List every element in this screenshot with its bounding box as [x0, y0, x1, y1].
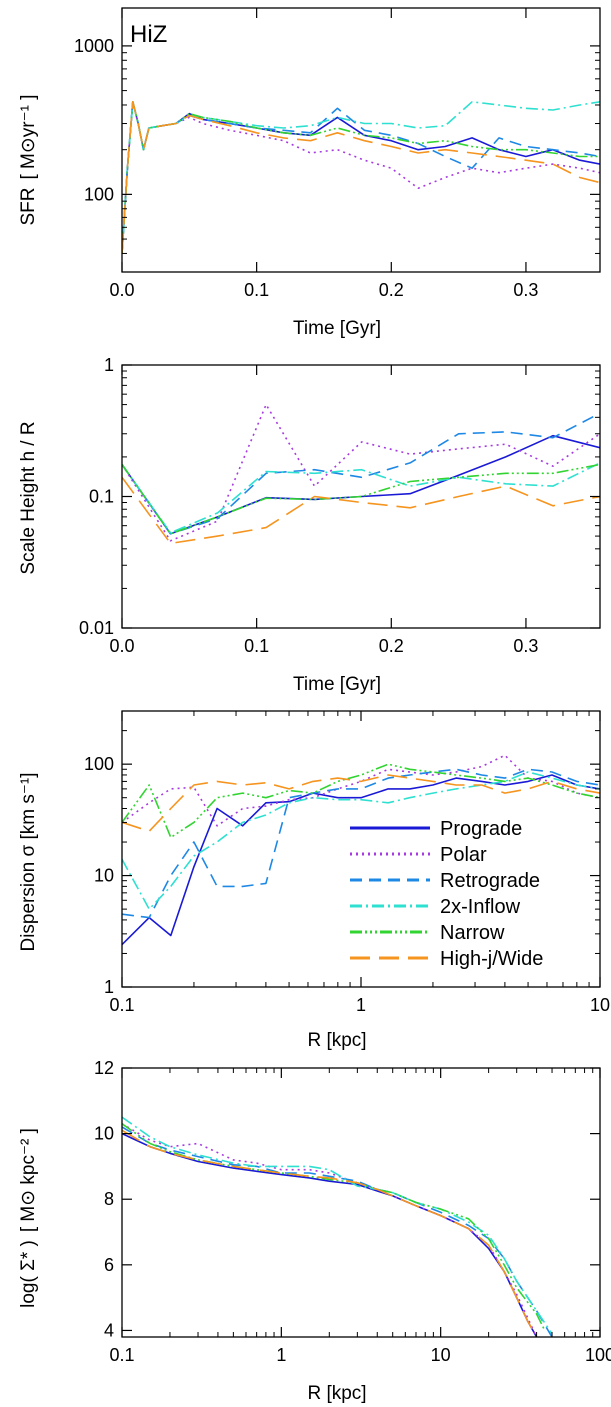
y-tick-label: 0.1 [89, 487, 114, 507]
x-tick-label: 1 [356, 995, 366, 1015]
dispersion-ylabel: Dispersion σ [km s⁻¹] [18, 772, 39, 951]
series-line-narrow [122, 463, 600, 535]
plot-frame [121, 710, 601, 988]
y-tick-label: 10 [94, 866, 114, 886]
series-line-highj_wide [122, 774, 600, 833]
legend-label-polar: Polar [440, 844, 487, 866]
x-tick-label: 1 [276, 1345, 286, 1365]
series-line-prograde [122, 101, 600, 254]
series-line-retrograde [122, 101, 600, 254]
y-tick-label: 10 [94, 1124, 114, 1144]
sfr-ylabel-unit: [ M⊙yr⁻¹ ] [18, 94, 39, 179]
series-line-inflow2x [122, 101, 600, 254]
y-tick-label: 8 [104, 1189, 114, 1209]
sfr-ylabel-main: SFR [18, 188, 39, 226]
plot-frame [121, 7, 601, 273]
surface-density-ylabel: log( Σ* ) [ M⊙ kpc⁻² ] [18, 1128, 39, 1308]
sfr-xlabel: Time [Gyr] [293, 318, 381, 339]
series-line-retrograde [122, 768, 600, 919]
legend-label-prograde: Prograde [440, 818, 522, 840]
scale-height-panel: Scale Height h / R Time [Gyr] 0.0 0.1 0.2 0… [18, 355, 601, 695]
series-line-polar [122, 403, 600, 542]
x-tick-label: 0.1 [244, 636, 269, 656]
scaleheight-ylabel: Scale Height h / R [18, 421, 39, 574]
series-line-inflow2x [122, 1116, 553, 1335]
series-line-narrow [122, 101, 600, 254]
legend-label-highj_wide: High-j/Wide [440, 948, 543, 970]
surface-density-panel: log( Σ* ) [ M⊙ kpc⁻² ] R [kpc] 0.1 1 10 100 4… [18, 1058, 611, 1404]
series-group [122, 754, 600, 946]
series-group [122, 403, 600, 545]
series-group [122, 1116, 553, 1337]
x-tick-label: 0.0 [109, 280, 134, 300]
x-tick-label: 0.1 [244, 280, 269, 300]
y-tick-label: 12 [94, 1058, 114, 1078]
legend-label-retrograde: Retrograde [440, 870, 540, 892]
sfr-ylabel: SFR [ M⊙yr⁻¹ ] [18, 94, 39, 225]
x-tick-label: 0.0 [109, 636, 134, 656]
x-tick-label: 0.1 [109, 995, 134, 1015]
series-line-polar [122, 101, 600, 254]
series-line-highj_wide [122, 1129, 538, 1337]
plot-frame [121, 1067, 601, 1338]
scaleheight-xlabel: Time [Gyr] [293, 674, 381, 695]
x-tick-label: 0.3 [513, 636, 538, 656]
legend-label-narrow: Narrow [440, 922, 505, 944]
series-line-prograde [122, 434, 600, 535]
y-tick-label: 100 [84, 184, 114, 204]
x-tick-label: 0.2 [379, 280, 404, 300]
series-line-inflow2x [122, 771, 600, 910]
x-tick-label: 0.2 [379, 636, 404, 656]
sfr-panel: HiZ SFR [ M⊙yr⁻¹ ] Time [Gyr] 0.0 0.1 0.2 0.… [18, 7, 601, 339]
x-tick-label: 0.1 [109, 1345, 134, 1365]
x-tick-label: 100 [585, 1345, 611, 1365]
x-tick-label: 0.3 [513, 280, 538, 300]
surface-density-ylabel-main: log( Σ* ) [18, 1240, 39, 1308]
surface-density-xlabel: R [kpc] [307, 1383, 366, 1404]
series-line-polar [122, 754, 600, 827]
series-line-highj_wide [122, 101, 600, 254]
legend-label-inflow2x: 2x-Inflow [440, 896, 521, 918]
y-tick-label: 6 [104, 1255, 114, 1275]
series-line-prograde [122, 1132, 538, 1337]
series-line-highj_wide [122, 476, 600, 545]
series-line-retrograde [122, 412, 600, 535]
hiz-annotation: HiZ [130, 21, 167, 48]
series-line-inflow2x [122, 462, 600, 534]
dispersion-xlabel: R [kpc] [307, 1030, 366, 1051]
series-line-narrow [122, 1123, 546, 1331]
y-tick-label: 100 [84, 754, 114, 774]
x-tick-label: 10 [590, 995, 610, 1015]
series-group [122, 101, 600, 254]
y-tick-label: 4 [104, 1320, 114, 1340]
y-tick-label: 1000 [74, 36, 114, 56]
y-tick-label: 1 [104, 355, 114, 375]
series-line-narrow [122, 763, 600, 839]
x-tick-label: 10 [431, 1345, 451, 1365]
surface-density-ylabel-unit: [ M⊙ kpc⁻² ] [18, 1128, 39, 1232]
y-tick-label: 0.01 [79, 618, 114, 638]
series-line-prograde [122, 774, 600, 946]
y-tick-label: 1 [104, 977, 114, 997]
dispersion-panel: Dispersion σ [km s⁻¹] R [kpc] 0.1 1 101101… [18, 710, 610, 1051]
